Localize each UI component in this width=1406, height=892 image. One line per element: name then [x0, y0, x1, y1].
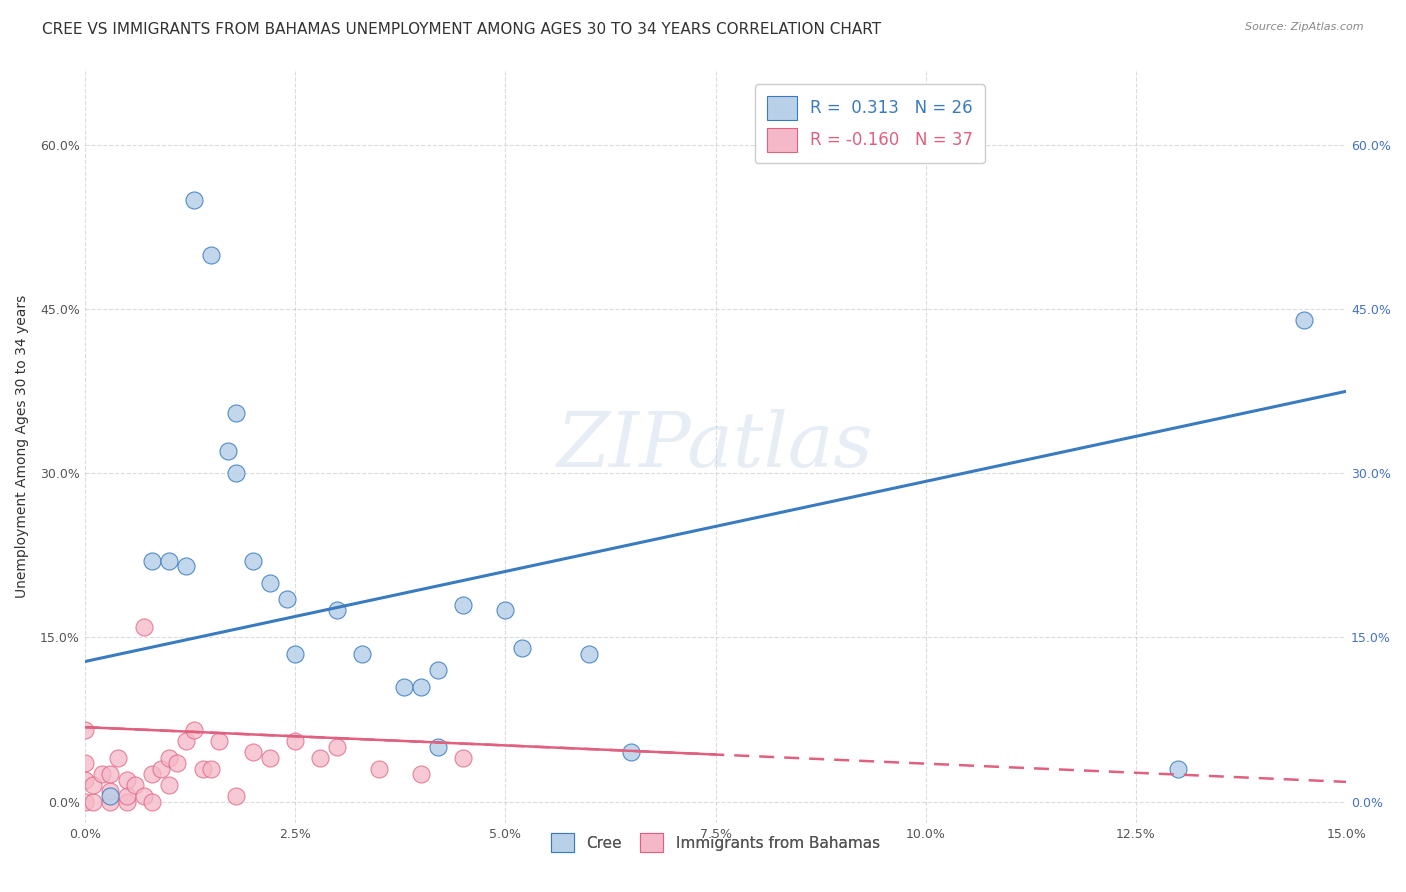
Point	[132, 789, 155, 803]
Point	[510, 641, 533, 656]
Point	[191, 762, 214, 776]
Point	[73, 772, 96, 787]
Point	[82, 778, 104, 792]
Point	[141, 767, 163, 781]
Point	[427, 739, 450, 754]
Point	[352, 647, 374, 661]
Point	[141, 554, 163, 568]
Point	[157, 778, 180, 792]
Legend: Cree, Immigrants from Bahamas: Cree, Immigrants from Bahamas	[543, 824, 889, 861]
Point	[73, 795, 96, 809]
Point	[259, 575, 281, 590]
Point	[98, 789, 121, 803]
Point	[174, 559, 197, 574]
Point	[124, 778, 146, 792]
Point	[225, 789, 247, 803]
Point	[451, 751, 474, 765]
Point	[494, 603, 516, 617]
Point	[82, 795, 104, 809]
Point	[208, 734, 231, 748]
Point	[620, 745, 643, 759]
Point	[183, 723, 205, 738]
Point	[200, 762, 222, 776]
Point	[98, 767, 121, 781]
Point	[225, 406, 247, 420]
Point	[115, 795, 138, 809]
Point	[411, 680, 433, 694]
Point	[115, 789, 138, 803]
Point	[183, 193, 205, 207]
Point	[259, 751, 281, 765]
Text: Source: ZipAtlas.com: Source: ZipAtlas.com	[1246, 22, 1364, 32]
Point	[107, 751, 129, 765]
Point	[157, 554, 180, 568]
Point	[200, 247, 222, 261]
Point	[394, 680, 416, 694]
Point	[276, 592, 298, 607]
Point	[73, 723, 96, 738]
Point	[217, 444, 239, 458]
Point	[1294, 313, 1316, 327]
Point	[225, 467, 247, 481]
Point	[132, 619, 155, 633]
Point	[411, 767, 433, 781]
Point	[166, 756, 188, 771]
Point	[368, 762, 391, 776]
Point	[242, 745, 264, 759]
Point	[578, 647, 600, 661]
Point	[284, 734, 307, 748]
Point	[427, 663, 450, 677]
Point	[451, 598, 474, 612]
Point	[141, 795, 163, 809]
Point	[98, 795, 121, 809]
Point	[326, 603, 349, 617]
Point	[174, 734, 197, 748]
Point	[326, 739, 349, 754]
Point	[1167, 762, 1189, 776]
Point	[73, 756, 96, 771]
Point	[149, 762, 172, 776]
Point	[284, 647, 307, 661]
Point	[115, 772, 138, 787]
Point	[157, 751, 180, 765]
Text: ZIPatlas: ZIPatlas	[557, 409, 875, 483]
Point	[242, 554, 264, 568]
Point	[98, 783, 121, 797]
Text: CREE VS IMMIGRANTS FROM BAHAMAS UNEMPLOYMENT AMONG AGES 30 TO 34 YEARS CORRELATI: CREE VS IMMIGRANTS FROM BAHAMAS UNEMPLOY…	[42, 22, 882, 37]
Point	[309, 751, 332, 765]
Y-axis label: Unemployment Among Ages 30 to 34 years: Unemployment Among Ages 30 to 34 years	[15, 294, 30, 598]
Point	[90, 767, 112, 781]
